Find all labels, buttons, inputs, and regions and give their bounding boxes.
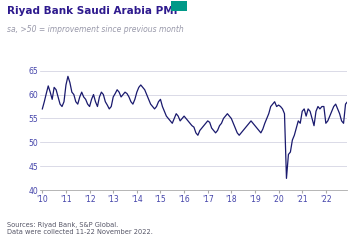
Text: sa, >50 = improvement since previous month: sa, >50 = improvement since previous mon… bbox=[7, 25, 184, 34]
Text: Sources: Riyad Bank, S&P Global.
Data were collected 11-22 November 2022.: Sources: Riyad Bank, S&P Global. Data we… bbox=[7, 222, 153, 235]
Text: Riyad Bank Saudi Arabia PMI: Riyad Bank Saudi Arabia PMI bbox=[7, 6, 178, 16]
